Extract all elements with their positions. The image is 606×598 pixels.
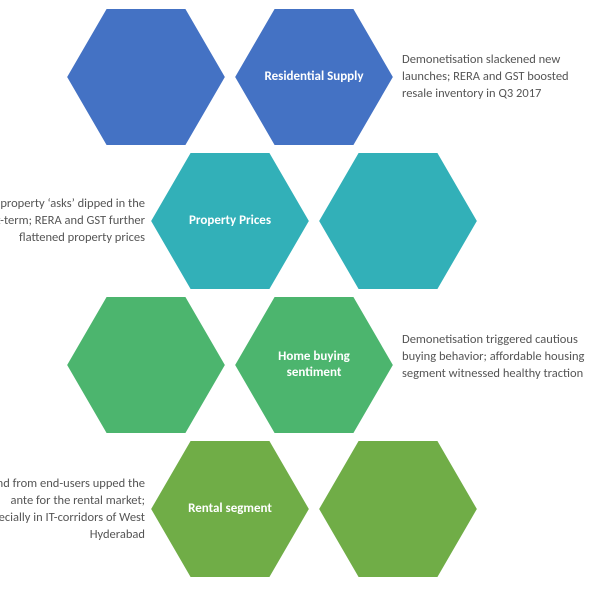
caption-capRental: Demand from end-users upped the ante for… bbox=[0, 476, 145, 544]
hex-resSupply: Residential Supply bbox=[234, 8, 394, 146]
hex-resSupplyBlank bbox=[66, 8, 226, 146]
hex-label: Residential Supply bbox=[240, 69, 387, 85]
caption-capHomeBuy: Demonetisation triggered cautious buying… bbox=[402, 332, 587, 383]
hex-rentalBlank bbox=[318, 440, 478, 578]
hex-rental: Rental segment bbox=[150, 440, 310, 578]
hex-propPricesBlank bbox=[318, 152, 478, 290]
hex-homeBuy: Home buying sentiment bbox=[234, 296, 394, 434]
caption-capResSupply: Demonetisation slackened new launches; R… bbox=[402, 52, 587, 103]
hex-homeBuyBlank bbox=[66, 296, 226, 434]
hex-label: Home buying sentiment bbox=[234, 349, 394, 382]
hex-propPrices: Property Prices bbox=[150, 152, 310, 290]
hex-label: Property Prices bbox=[165, 213, 295, 229]
hex-label: Rental segment bbox=[164, 501, 296, 517]
caption-capPropPrices: Resale property ‘asks’ dipped in the sho… bbox=[0, 196, 145, 247]
